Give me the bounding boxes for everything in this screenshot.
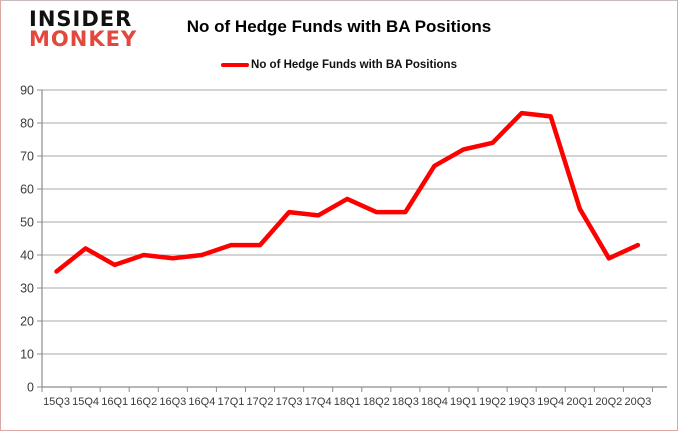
legend-line-swatch — [221, 63, 250, 67]
svg-text:90: 90 — [20, 84, 34, 98]
svg-text:50: 50 — [20, 216, 34, 230]
svg-text:19Q3: 19Q3 — [508, 396, 535, 408]
svg-text:40: 40 — [20, 249, 34, 263]
chart-legend: No of Hedge Funds with BA Positions — [1, 59, 677, 71]
svg-text:15Q3: 15Q3 — [43, 396, 70, 408]
svg-text:0: 0 — [27, 381, 34, 395]
svg-text:10: 10 — [20, 348, 34, 362]
logo-line-insider: INSIDER — [29, 7, 133, 31]
svg-text:18Q1: 18Q1 — [334, 396, 361, 408]
svg-text:16Q1: 16Q1 — [101, 396, 128, 408]
legend-label: No of Hedge Funds with BA Positions — [251, 59, 457, 71]
svg-text:18Q3: 18Q3 — [392, 396, 419, 408]
svg-text:30: 30 — [20, 282, 34, 296]
svg-text:19Q2: 19Q2 — [479, 396, 506, 408]
svg-text:20Q2: 20Q2 — [595, 396, 622, 408]
svg-text:60: 60 — [20, 183, 34, 197]
svg-text:16Q3: 16Q3 — [159, 396, 186, 408]
svg-text:17Q1: 17Q1 — [217, 396, 244, 408]
svg-text:20Q3: 20Q3 — [624, 396, 651, 408]
svg-text:17Q2: 17Q2 — [247, 396, 274, 408]
logo-line-monkey: MONKEY — [29, 26, 138, 51]
svg-text:20: 20 — [20, 315, 34, 329]
svg-text:16Q2: 16Q2 — [130, 396, 157, 408]
svg-text:20Q1: 20Q1 — [566, 396, 593, 408]
insider-monkey-logo: INSIDER MONKEY — [29, 7, 138, 51]
svg-text:19Q4: 19Q4 — [537, 396, 564, 408]
chart-title: No of Hedge Funds with BA Positions — [186, 17, 492, 36]
svg-text:18Q2: 18Q2 — [363, 396, 390, 408]
svg-text:80: 80 — [20, 117, 34, 131]
svg-text:15Q4: 15Q4 — [72, 396, 99, 408]
svg-text:19Q1: 19Q1 — [450, 396, 477, 408]
svg-text:70: 70 — [20, 150, 34, 164]
svg-text:17Q3: 17Q3 — [276, 396, 303, 408]
svg-text:16Q4: 16Q4 — [188, 396, 215, 408]
svg-text:18Q4: 18Q4 — [421, 396, 448, 408]
svg-text:17Q4: 17Q4 — [305, 396, 332, 408]
